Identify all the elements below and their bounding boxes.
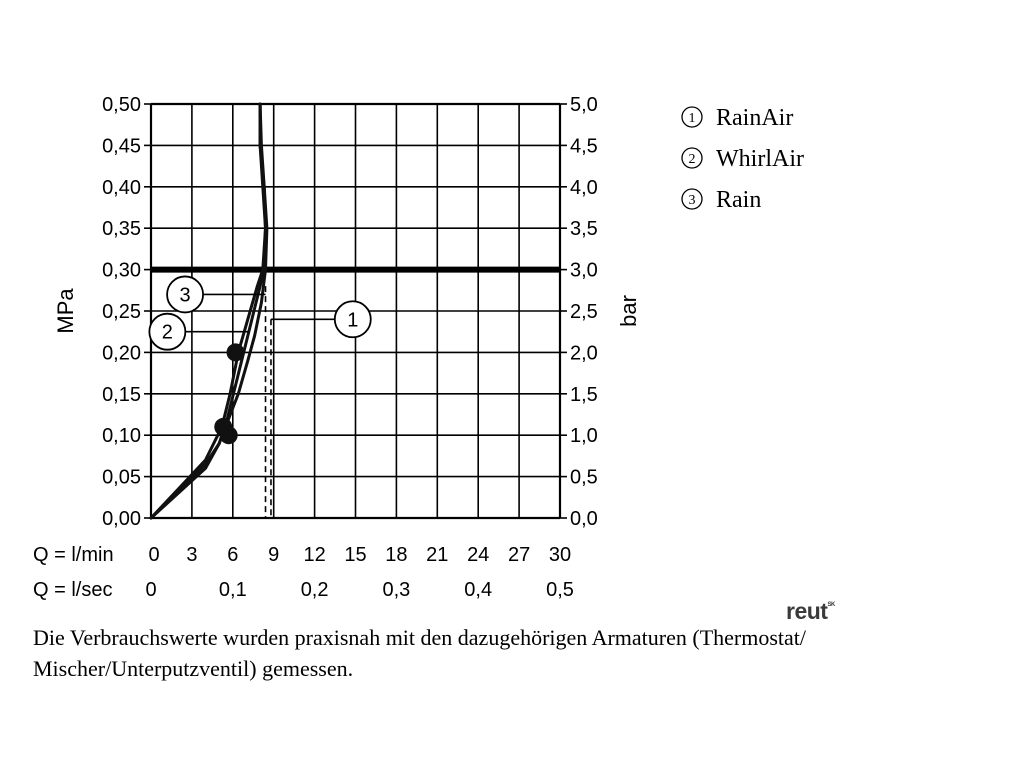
x-row-label: Q = l/min (33, 544, 114, 566)
x-row-tick-label: 0,2 (301, 579, 329, 601)
x-row-tick-label: 0,1 (219, 579, 247, 601)
left-tick-label: 0,10 (102, 425, 141, 447)
x-row-tick-label: 27 (508, 544, 530, 566)
chart-curves (149, 102, 269, 520)
x-row-tick-label: 18 (385, 544, 407, 566)
chart-grid (144, 102, 567, 520)
x-row-tick-label: 3 (186, 544, 197, 566)
legend-label: RainAir (716, 105, 793, 131)
left-tick-label: 0,35 (102, 218, 141, 240)
left-tick-label: 0,00 (102, 508, 141, 530)
x-row-tick-label: 12 (303, 544, 325, 566)
left-tick-label: 0,05 (102, 467, 141, 489)
right-tick-label: 1,0 (570, 425, 598, 447)
data-marker (226, 343, 245, 362)
right-tick-label: 0,0 (570, 508, 598, 530)
left-tick-label: 0,15 (102, 384, 141, 406)
legend-marker-number: 1 (689, 111, 696, 126)
legend-label: Rain (716, 187, 761, 213)
data-marker (219, 426, 238, 445)
legend-marker (681, 106, 703, 128)
left-tick-label: 0,30 (102, 260, 141, 282)
series-badge-1 (333, 300, 372, 339)
x-row-tick-label: 0,4 (464, 579, 492, 601)
left-tick-label: 0,40 (102, 177, 141, 199)
flow-pressure-chart: 123 0,000,050,100,150,200,250,300,350,40… (33, 94, 804, 601)
curve-series-3 (149, 102, 267, 520)
caption-line-2: Mischer/Unterputzventil) gemessen. (33, 656, 354, 681)
legend-marker-number: 3 (689, 193, 696, 208)
legend-marker (681, 147, 703, 169)
x-row-tick-label: 15 (344, 544, 366, 566)
x-row-tick-label: 21 (426, 544, 448, 566)
legend-marker-number: 2 (689, 152, 696, 167)
x-row-tick-label: 6 (227, 544, 238, 566)
brand-logo: reutSK (786, 598, 835, 625)
right-tick-label: 3,0 (570, 260, 598, 282)
left-tick-label: 0,25 (102, 301, 141, 323)
brand-text: reut (786, 598, 828, 624)
right-axis-title: bar (616, 295, 641, 327)
series-badge-3 (166, 275, 204, 314)
brand-sup: SK (827, 602, 835, 608)
left-tick-label: 0,20 (102, 342, 141, 364)
x-row-tick-label: 9 (268, 544, 279, 566)
right-tick-label: 4,0 (570, 177, 598, 199)
chart-badges: 1 23 (148, 275, 372, 351)
right-tick-label: 5,0 (570, 94, 598, 116)
left-axis-ticks: 0,00 0,05 0,10 0,15 0,20 0,25 0,30 0,35 0,40 0,45… (102, 94, 141, 530)
x-row-tick-label: 0 (145, 579, 156, 601)
chart-markers (214, 343, 245, 445)
x-row-tick-label: 30 (549, 544, 571, 566)
chart-legend: 1 RainAir 2 WhirlAir 3 Rain (681, 105, 804, 213)
right-tick-label: 1,5 (570, 384, 598, 406)
series-badge-2 (148, 312, 187, 351)
right-tick-label: 3,5 (570, 218, 598, 240)
x-row-tick-label: 24 (467, 544, 489, 566)
caption: Die Verbrauchswerte wurden praxisnah mit… (33, 622, 933, 684)
x-row-label: Q = l/sec (33, 579, 112, 601)
chart-droplines (185, 286, 335, 518)
x-row-tick-label: 0,3 (382, 579, 410, 601)
right-tick-label: 4,5 (570, 135, 598, 157)
right-tick-label: 2,0 (570, 342, 598, 364)
right-tick-label: 0,5 (570, 467, 598, 489)
series-badge-label: 3 (180, 284, 191, 306)
left-axis-title: MPa (53, 288, 78, 334)
legend-marker (681, 188, 703, 210)
right-axis-ticks: 0,0 0,5 1,0 1,5 2,0 2,5 3,0 3,5 4,0 4,5 5,0 (570, 94, 598, 530)
x-row-tick-label: 0,5 (546, 579, 574, 601)
series-badge-label: 2 (162, 322, 173, 344)
legend-label: WhirlAir (716, 146, 804, 172)
x-axis-rows: Q = l/min 0 3 6 9 12 15 18 21 24 27 30 Q = l/sec 0 0,1… (33, 544, 574, 601)
x-row-tick-label: 0 (148, 544, 159, 566)
left-tick-label: 0,50 (102, 94, 141, 116)
series-badge-label: 1 (347, 309, 358, 331)
right-tick-label: 2,5 (570, 301, 598, 323)
caption-line-1: Die Verbrauchswerte wurden praxisnah mit… (33, 625, 806, 650)
left-tick-label: 0,45 (102, 135, 141, 157)
